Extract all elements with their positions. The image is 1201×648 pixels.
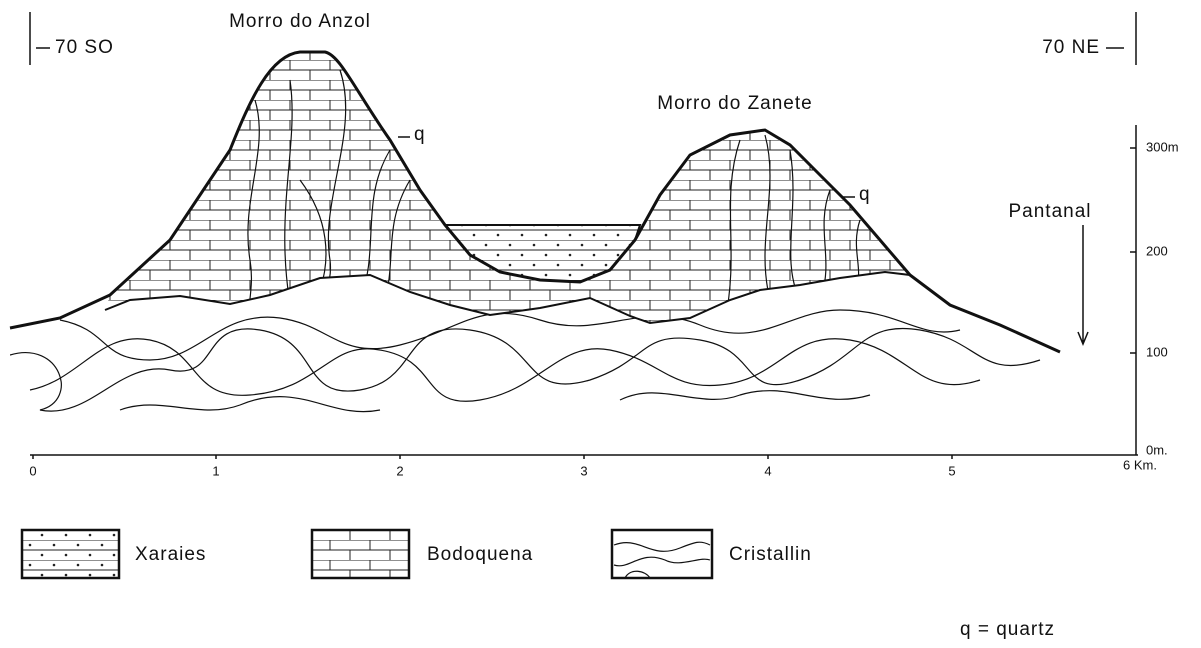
x-label: 3 [580, 463, 587, 478]
note: q = quartz [960, 619, 1055, 640]
contact [104, 270, 911, 325]
profile [9, 50, 1061, 354]
axes [29, 12, 1138, 459]
title-right: Morro do Zanete [657, 93, 812, 114]
place-label: Pantanal [1008, 201, 1091, 222]
x-label: 0 [29, 463, 36, 478]
y-axis-labels: 0m. 100 200 300m [1146, 139, 1179, 457]
quartz-mark: q [859, 184, 871, 205]
x-label: 4 [764, 463, 771, 478]
direction-right: 70 NE [1042, 37, 1100, 58]
legend-label: Xaraies [135, 544, 206, 565]
cristallin-folds [10, 309, 1041, 413]
x-label: 5 [948, 463, 955, 478]
legend-label: Bodoquena [427, 544, 533, 565]
x-label: 2 [396, 463, 403, 478]
quartz-mark: q [414, 124, 426, 145]
legend-swatch [20, 528, 121, 580]
x-label: 6 Km. [1123, 457, 1157, 472]
legend-folds [613, 541, 711, 579]
y-label: 300m [1146, 139, 1179, 154]
x-axis-labels: 0 1 2 3 4 5 6 Km. [29, 457, 1157, 478]
y-label: 200 [1146, 243, 1168, 258]
y-label: 0m. [1146, 442, 1168, 457]
y-label: 100 [1146, 344, 1168, 359]
title-left: Morro do Anzol [229, 11, 371, 32]
legend-label: Cristallin [729, 544, 812, 565]
legend-swatch [610, 528, 714, 580]
bodoquena-fill [105, 52, 910, 323]
x-label: 1 [212, 463, 219, 478]
direction-left: 70 SO [55, 37, 114, 58]
legend-swatch [310, 528, 411, 580]
